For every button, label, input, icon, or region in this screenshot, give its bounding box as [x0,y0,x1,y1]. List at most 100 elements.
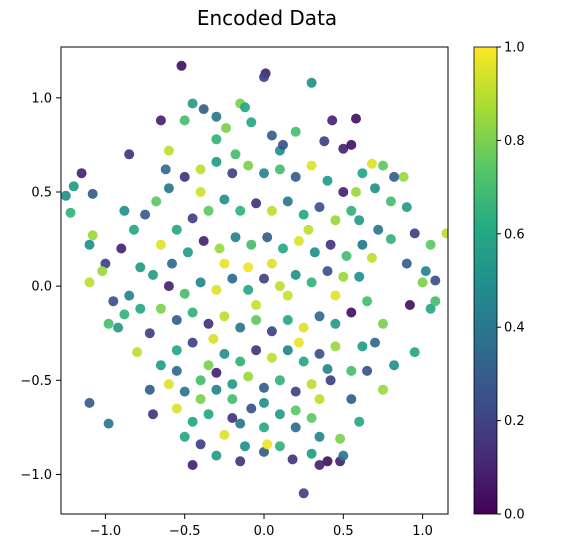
scatter-point [420,266,431,277]
scatter-point [278,243,288,254]
scatter-point [179,115,190,126]
scatter-point [259,168,269,179]
scatter-point [354,215,365,226]
scatter-point [203,318,214,329]
scatter-point [322,175,333,186]
scatter-point [221,123,231,133]
scatter-point [235,456,246,467]
scatter-point [176,60,187,71]
scatter-point [306,448,317,459]
scatter-point [160,164,171,175]
scatter-point [144,328,155,339]
scatter-point [163,183,174,194]
scatter-point [266,352,277,363]
scatter-point [314,431,325,442]
scatter-point [211,134,222,145]
scatter-point [211,450,222,461]
scatter-point [425,303,436,314]
scatter-point [357,341,368,352]
scatter-point [330,341,341,352]
scatter-point [179,171,190,182]
scatter-point [135,303,146,314]
scatter-point [195,277,206,288]
scatter-point [219,311,230,322]
y-tick-label: 0.0 [31,280,52,295]
scatter-point [290,405,301,416]
scatter-point [274,409,285,420]
scatter-point [325,375,336,386]
scatter-point [385,234,396,245]
scatter-point [235,418,246,429]
scatter-point [119,309,130,320]
scatter-point [243,371,254,382]
scatter-point [179,431,190,442]
scatter-point [211,156,222,167]
scatter-point [314,394,325,405]
scatter-point [203,205,214,216]
scatter-point [346,365,357,376]
scatter-point [351,187,361,197]
scatter-point [230,232,241,243]
scatter-point [259,397,269,408]
scatter-point [246,239,257,250]
scatter-point [171,403,182,414]
scatter-point [76,168,87,179]
scatter-point [251,315,262,325]
scatter-point [195,164,206,175]
colorbar-axis: 0.0 0.2 0.4 0.6 0.8 1.0 [497,41,525,523]
scatter-point [246,403,257,414]
scatter-point [219,258,230,269]
scatter-point [129,224,139,235]
scatter-point [65,207,76,218]
scatter-point [409,228,420,239]
scatter-point [187,307,198,318]
scatter-point [385,196,396,207]
scatter-point [163,379,174,390]
scatter-point [140,209,151,220]
scatter-point [322,266,333,277]
scatter-point [251,300,262,310]
scatter-point [251,198,262,209]
scatter-point [171,345,182,356]
scatter-point [293,236,304,246]
scatter-point [155,239,166,250]
scatter-point [243,262,254,273]
scatter-point [262,439,273,450]
scatter-point [409,347,420,358]
scatter-point [155,303,166,314]
scatter-point [373,224,384,235]
scatter-point [195,187,206,197]
scatter-point [346,307,357,318]
scatter-point [346,394,357,405]
scatter-point [370,337,380,348]
scatter-point [113,322,124,333]
scatter-point [195,439,206,450]
x-tick-label: 0.5 [333,524,354,539]
scatter-point [163,145,174,156]
scatter-point [306,277,317,288]
scatter-point [148,269,158,280]
scatter-point [211,284,222,295]
scatter-point [370,183,380,194]
colorbar-tick-label: 0.6 [504,227,525,242]
scatter-point [148,409,158,420]
scatter-point [259,422,269,433]
scatter-point [227,394,238,405]
scatter-point [219,429,230,440]
scatter-point [211,111,222,122]
y-tick-label: 0.5 [31,185,52,200]
scatter-point [404,300,415,310]
scatter-point [266,205,277,216]
scatter-point [282,315,293,325]
scatter-point [266,326,277,337]
scatter-point [322,364,333,374]
plot-frame [60,46,449,515]
scatter-point [103,418,114,429]
scatter-point [108,296,119,307]
scatter-point [430,275,441,286]
colorbar-tick-label: 0.0 [504,508,525,523]
scatter-point [314,311,325,322]
scatter-point [246,117,257,128]
x-tick-label: 1.0 [412,524,433,539]
